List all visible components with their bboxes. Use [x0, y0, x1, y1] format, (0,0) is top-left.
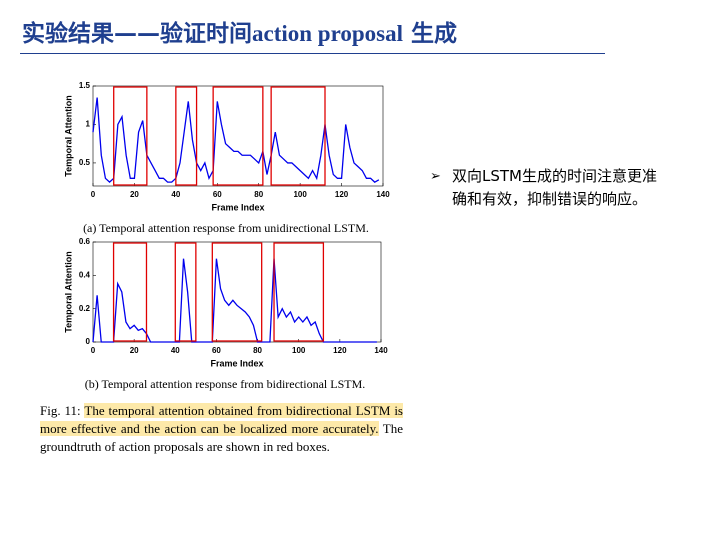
subcaption: (b) Temporal attention response from bid… [85, 377, 366, 391]
title-part: action proposal [252, 21, 404, 46]
y-tick-label: 1.5 [79, 81, 91, 90]
x-tick-label: 120 [333, 346, 347, 355]
y-tick-label: 0.2 [79, 304, 91, 313]
x-tick-label: 100 [292, 346, 306, 355]
x-tick-label: 0 [91, 190, 96, 199]
x-axis-label: Frame Index [211, 202, 264, 212]
y-tick-label: 0.5 [79, 158, 91, 167]
y-axis-label: Temporal Attention [63, 95, 73, 177]
x-tick-label: 0 [91, 346, 96, 355]
x-tick-label: 60 [212, 346, 221, 355]
x-tick-label: 80 [254, 190, 263, 199]
title-part: 实验结果——验证时间 [22, 21, 252, 47]
plot-frame [92, 85, 384, 187]
x-tick-label: 80 [253, 346, 262, 355]
x-tick-label: 20 [130, 190, 139, 199]
groundtruth-box [273, 242, 325, 342]
plot-frame [92, 241, 382, 343]
title-part: 生成 [411, 21, 458, 47]
groundtruth-box [175, 86, 198, 186]
y-axis-label: Temporal Attention [63, 251, 73, 333]
x-tick-label: 20 [130, 346, 139, 355]
groundtruth-box [212, 86, 264, 186]
slide-title: 实验结果——验证时间action proposal 生成 [22, 14, 457, 48]
figure-caption: Fig. 11: The temporal attention obtained… [40, 402, 403, 456]
caption-text: The groundtruth of action proposals are … [40, 421, 403, 454]
y-tick-label: 0 [86, 337, 91, 346]
x-tick-label: 120 [335, 190, 349, 199]
groundtruth-box [174, 242, 197, 342]
groundtruth-box [211, 242, 263, 342]
x-tick-label: 40 [171, 346, 180, 355]
x-axis-label: Frame Index [210, 358, 263, 368]
x-tick-label: 60 [213, 190, 222, 199]
subcaption: (a) Temporal attention response from uni… [83, 221, 369, 235]
title-rule [20, 53, 605, 54]
bullet: 双向LSTM生成的时间注意更准确和有效，抑制错误的响应。 [430, 165, 667, 211]
x-tick-label: 100 [293, 190, 307, 199]
y-tick-label: 0.4 [79, 270, 91, 279]
y-tick-label: 0.6 [79, 237, 91, 246]
attention-line [92, 258, 377, 343]
groundtruth-box [270, 86, 326, 186]
x-tick-label: 40 [171, 190, 180, 199]
groundtruth-box [113, 86, 148, 186]
attention-line [92, 97, 380, 184]
y-tick-label: 1 [86, 120, 91, 129]
x-tick-label: 140 [376, 190, 390, 199]
caption-label: Fig. 11: [40, 403, 81, 418]
groundtruth-box [112, 242, 148, 342]
x-tick-label: 140 [374, 346, 388, 355]
